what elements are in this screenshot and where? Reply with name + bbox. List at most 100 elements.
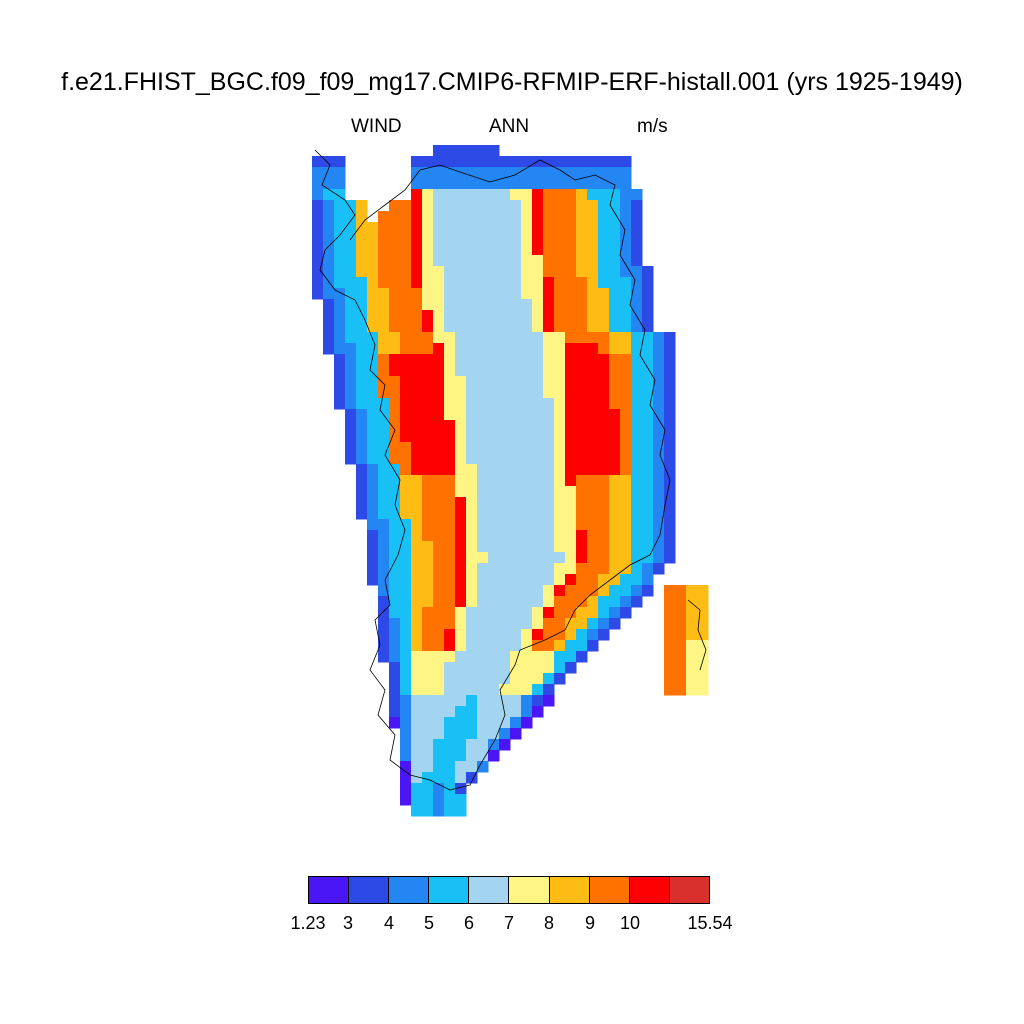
map-cell [488,255,500,267]
map-cell [620,398,632,410]
map-cell [576,266,588,278]
map-cell [499,332,511,344]
map-cell [345,211,357,223]
map-cell [400,431,412,443]
map-cell [378,266,390,278]
map-cell [521,673,533,685]
map-cell [356,354,368,366]
map-cell [334,288,346,300]
map-cell [554,585,566,597]
map-cell [488,442,500,454]
map-cell [631,596,643,608]
map-cell [334,200,346,212]
colorbar-label: 1.23 [290,913,326,933]
map-cell [664,343,676,355]
map-cell [411,607,423,619]
map-cell [356,365,368,377]
map-cell [598,222,610,234]
map-cell [488,618,500,630]
map-cell [554,288,566,300]
map-cell [642,387,654,399]
map-cell [400,629,412,641]
map-cell [664,519,676,531]
map-cell [521,299,533,311]
map-cell [444,717,456,729]
map-cell [477,332,489,344]
map-cell [466,739,478,751]
map-cell [664,420,676,432]
map-cell [587,189,599,201]
map-cell [631,332,643,344]
map-cell [631,398,643,410]
map-cell [598,618,610,630]
map-cell [554,541,566,553]
map-cell [367,233,379,245]
map-cell [400,640,412,652]
map-cell [488,519,500,531]
map-cell [631,222,643,234]
map-cell [433,541,445,553]
map-cell [433,629,445,641]
map-cell [587,574,599,586]
map-cell [422,717,434,729]
map-cell [532,541,544,553]
map-cell [455,145,467,157]
map-cell [444,739,456,751]
map-cell [587,178,599,190]
map-cell [543,629,555,641]
map-cell [543,453,555,465]
map-cell [576,222,588,234]
map-cell [323,244,335,256]
map-cell [345,431,357,443]
map-cell [466,255,478,267]
map-cell [631,376,643,388]
map-cell [686,629,698,641]
map-cell [356,310,368,322]
colorbar-label: 3 [342,913,354,933]
map-cell [499,618,511,630]
map-cell [312,255,324,267]
map-cell [455,222,467,234]
map-cell [510,376,522,388]
map-cell [400,618,412,630]
map-cell [389,266,401,278]
map-cell [543,541,555,553]
map-cell [323,310,335,322]
map-cell [400,706,412,718]
map-cell [433,794,445,806]
map-cell [411,761,423,773]
map-cell [521,497,533,509]
map-cell [510,728,522,740]
map-cell [400,442,412,454]
map-cell [411,673,423,685]
map-cell [587,497,599,509]
map-cell [565,541,577,553]
map-cell [444,409,456,421]
map-cell [400,486,412,498]
map-cell [653,530,665,542]
map-cell [587,596,599,608]
map-cell [444,651,456,663]
map-cell [466,398,478,410]
map-cell [411,618,423,630]
map-cell [323,255,335,267]
map-cell [455,332,467,344]
map-cell [543,475,555,487]
map-cell [554,365,566,377]
map-cell [400,750,412,762]
colorbar-box [469,877,510,903]
map-cell [477,651,489,663]
map-cell [488,475,500,487]
map-cell [411,783,423,795]
map-cell [389,365,401,377]
map-cell [433,497,445,509]
map-cell [532,475,544,487]
map-cell [411,189,423,201]
map-cell [367,299,379,311]
map-cell [422,409,434,421]
map-cell [631,255,643,267]
map-cell [488,695,500,707]
map-cell [565,629,577,641]
map-cell [620,563,632,575]
map-cell [345,354,357,366]
